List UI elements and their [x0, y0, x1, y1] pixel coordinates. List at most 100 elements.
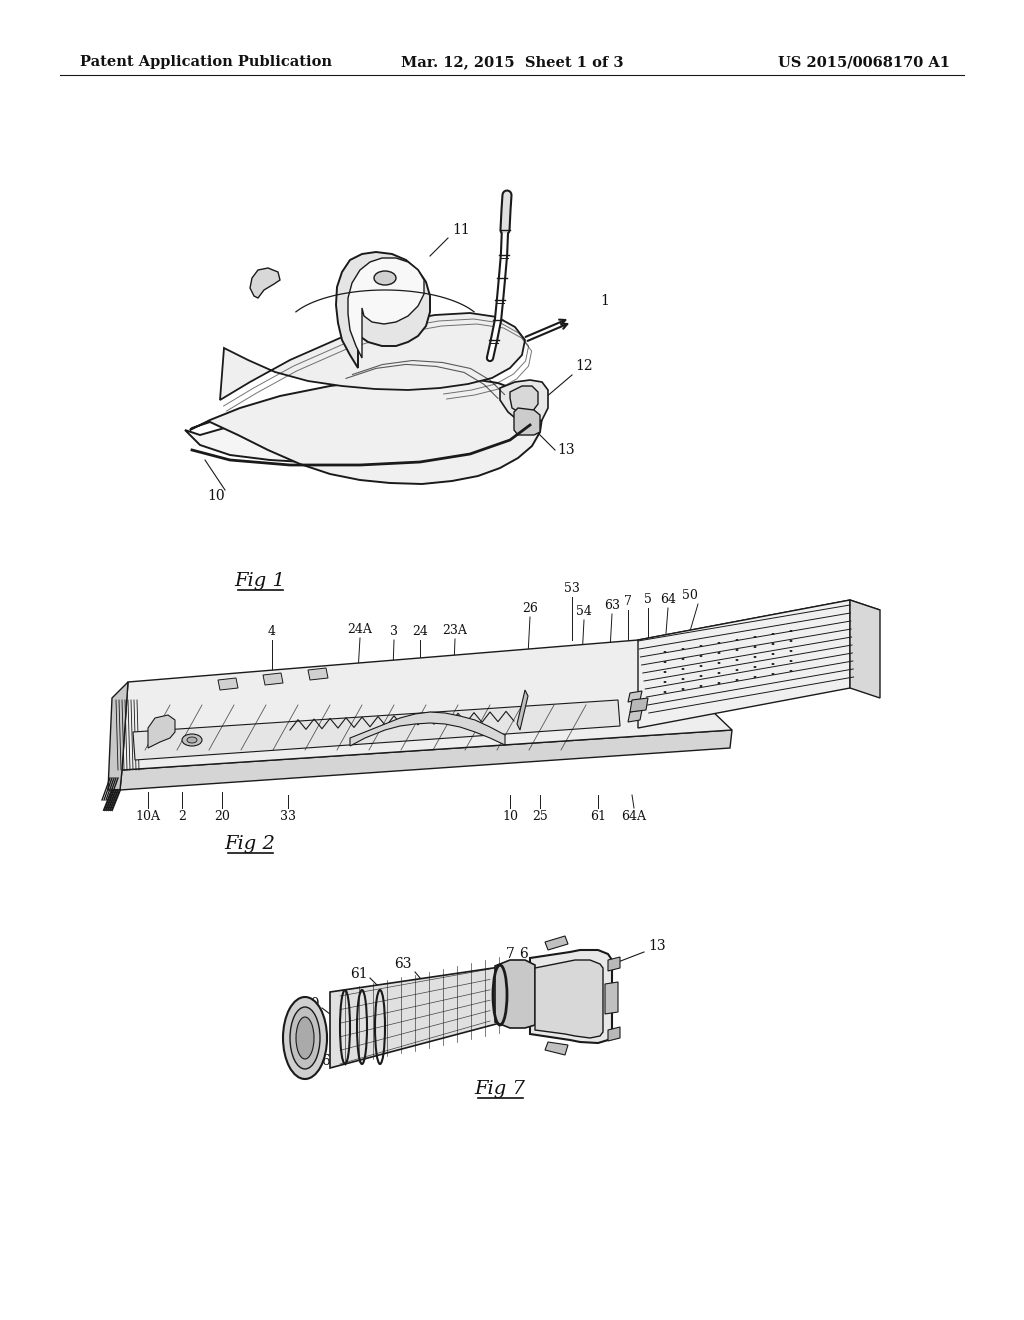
- Text: 25: 25: [532, 810, 548, 822]
- Text: 53: 53: [564, 582, 580, 595]
- Polygon shape: [608, 1027, 620, 1041]
- Polygon shape: [263, 673, 283, 685]
- Text: 7: 7: [506, 946, 514, 961]
- Text: 23A: 23A: [442, 624, 467, 638]
- Ellipse shape: [771, 634, 774, 635]
- Ellipse shape: [790, 649, 793, 652]
- Text: 60: 60: [302, 997, 319, 1011]
- Text: 63: 63: [604, 599, 620, 612]
- Ellipse shape: [754, 656, 757, 657]
- Text: Fig 2: Fig 2: [224, 836, 275, 853]
- Polygon shape: [250, 268, 280, 298]
- Polygon shape: [638, 601, 850, 729]
- Text: 5: 5: [644, 593, 652, 606]
- Text: 13: 13: [648, 939, 666, 953]
- Text: 24: 24: [412, 624, 428, 638]
- Polygon shape: [308, 668, 328, 680]
- Polygon shape: [133, 700, 620, 760]
- Text: 10: 10: [207, 488, 225, 503]
- Text: 64A: 64A: [622, 810, 646, 822]
- Ellipse shape: [718, 682, 721, 684]
- Polygon shape: [545, 1041, 568, 1055]
- Ellipse shape: [664, 671, 667, 673]
- Polygon shape: [348, 257, 424, 358]
- Text: Patent Application Publication: Patent Application Publication: [80, 55, 332, 69]
- Polygon shape: [545, 936, 568, 950]
- Text: 51: 51: [680, 690, 696, 704]
- Ellipse shape: [296, 1016, 314, 1059]
- Polygon shape: [514, 408, 540, 436]
- Ellipse shape: [664, 690, 667, 693]
- Text: 64: 64: [322, 1053, 339, 1068]
- Polygon shape: [218, 678, 238, 690]
- Text: 20: 20: [214, 810, 230, 822]
- Ellipse shape: [664, 681, 667, 682]
- Ellipse shape: [283, 997, 327, 1078]
- Ellipse shape: [790, 630, 793, 632]
- Ellipse shape: [790, 660, 793, 663]
- Ellipse shape: [771, 663, 774, 665]
- Text: 2: 2: [178, 810, 186, 822]
- Text: 12: 12: [575, 359, 593, 374]
- Ellipse shape: [699, 665, 702, 667]
- Ellipse shape: [682, 668, 684, 671]
- Polygon shape: [495, 960, 535, 1028]
- Text: 13: 13: [557, 444, 574, 457]
- Text: Fig 7: Fig 7: [474, 1080, 525, 1098]
- Text: 33: 33: [280, 810, 296, 822]
- Ellipse shape: [664, 661, 667, 663]
- Polygon shape: [517, 690, 528, 730]
- Ellipse shape: [735, 659, 738, 661]
- Polygon shape: [108, 682, 128, 789]
- Ellipse shape: [682, 657, 684, 660]
- Ellipse shape: [771, 653, 774, 655]
- Polygon shape: [190, 378, 542, 484]
- Text: 7: 7: [624, 595, 632, 609]
- Text: 26: 26: [522, 602, 538, 615]
- Polygon shape: [850, 601, 880, 698]
- Ellipse shape: [771, 673, 774, 675]
- Ellipse shape: [735, 669, 738, 671]
- Polygon shape: [185, 407, 528, 465]
- Text: 10: 10: [502, 810, 518, 822]
- Ellipse shape: [182, 734, 202, 746]
- Ellipse shape: [718, 663, 721, 664]
- Ellipse shape: [718, 652, 721, 653]
- Ellipse shape: [682, 678, 684, 680]
- Text: 61: 61: [590, 810, 606, 822]
- Ellipse shape: [790, 671, 793, 672]
- Ellipse shape: [735, 639, 738, 642]
- Ellipse shape: [699, 685, 702, 686]
- Polygon shape: [220, 313, 525, 400]
- Ellipse shape: [699, 675, 702, 677]
- Ellipse shape: [682, 688, 684, 690]
- Polygon shape: [500, 380, 548, 425]
- Ellipse shape: [699, 645, 702, 647]
- Text: 1: 1: [600, 294, 609, 308]
- Ellipse shape: [699, 655, 702, 657]
- Polygon shape: [630, 698, 648, 711]
- Text: 11: 11: [452, 223, 470, 238]
- Polygon shape: [628, 690, 642, 702]
- Polygon shape: [608, 957, 620, 972]
- Text: 61: 61: [350, 968, 368, 981]
- Polygon shape: [510, 385, 538, 414]
- Text: 62: 62: [700, 671, 716, 682]
- Text: 50: 50: [682, 589, 698, 602]
- Text: 3: 3: [390, 624, 398, 638]
- Ellipse shape: [718, 642, 721, 644]
- Ellipse shape: [682, 648, 684, 649]
- Text: 54: 54: [577, 605, 592, 618]
- Polygon shape: [628, 710, 642, 722]
- Text: 10A: 10A: [135, 810, 161, 822]
- Text: 62: 62: [545, 999, 562, 1012]
- Ellipse shape: [754, 667, 757, 668]
- Polygon shape: [122, 640, 732, 770]
- Text: Mar. 12, 2015  Sheet 1 of 3: Mar. 12, 2015 Sheet 1 of 3: [400, 55, 624, 69]
- Text: US 2015/0068170 A1: US 2015/0068170 A1: [778, 55, 950, 69]
- Text: 4: 4: [268, 624, 276, 638]
- Polygon shape: [336, 252, 430, 368]
- Ellipse shape: [374, 271, 396, 285]
- Polygon shape: [535, 960, 603, 1038]
- Polygon shape: [350, 711, 505, 746]
